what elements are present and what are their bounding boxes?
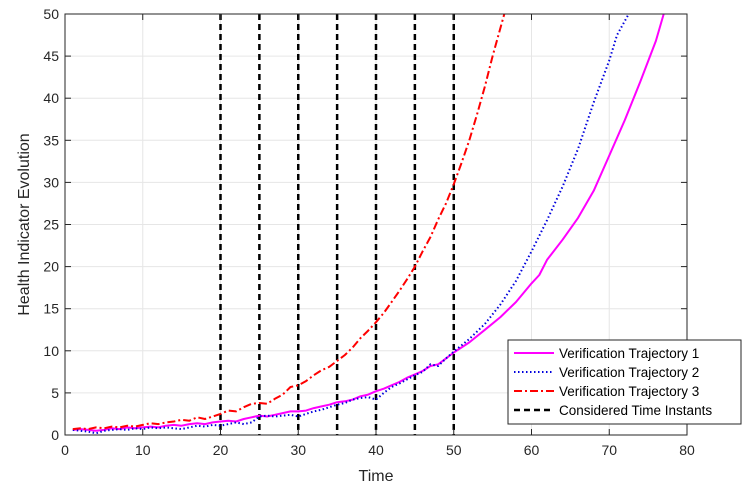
series-line-2 (72, 13, 630, 435)
series-lines (72, 13, 665, 435)
x-tick-label: 0 (61, 442, 69, 458)
x-tick-label: 30 (290, 442, 306, 458)
y-tick-label: 0 (51, 427, 59, 443)
x-tick-label: 60 (524, 442, 540, 458)
legend-label-3: Verification Trajectory 3 (559, 384, 699, 399)
y-tick-label: 25 (43, 217, 59, 233)
y-tick-labels: 0 5 10 15 20 25 30 35 40 45 50 (43, 6, 59, 443)
x-tick-label: 70 (601, 442, 617, 458)
y-tick-label: 50 (43, 6, 59, 22)
y-tick-label: 40 (43, 90, 59, 106)
x-tick-labels: 0 10 20 30 40 50 60 70 80 (61, 442, 695, 458)
x-tick-label: 50 (446, 442, 462, 458)
y-axis-label: Health Indicator Evolution (16, 133, 33, 315)
legend-label-1: Verification Trajectory 1 (559, 346, 699, 361)
legend-label-2: Verification Trajectory 2 (559, 365, 699, 380)
legend: Verification Trajectory 1 Verification T… (507, 339, 742, 425)
x-tick-label: 10 (135, 442, 151, 458)
x-tick-label: 40 (368, 442, 384, 458)
x-tick-label: 80 (679, 442, 695, 458)
y-tick-label: 30 (43, 174, 59, 190)
axis-ticks (64, 13, 688, 436)
y-tick-label: 45 (43, 48, 59, 64)
x-axis-label: Time (359, 468, 394, 485)
time-instant-lines (219, 14, 455, 435)
y-tick-label: 20 (43, 259, 59, 275)
y-tick-label: 15 (43, 301, 59, 317)
series-line-3 (72, 13, 506, 431)
legend-label-4: Considered Time Instants (559, 403, 712, 418)
y-tick-label: 35 (43, 132, 59, 148)
x-tick-label: 20 (213, 442, 229, 458)
y-tick-label: 5 (51, 385, 59, 401)
y-tick-label: 10 (43, 343, 59, 359)
